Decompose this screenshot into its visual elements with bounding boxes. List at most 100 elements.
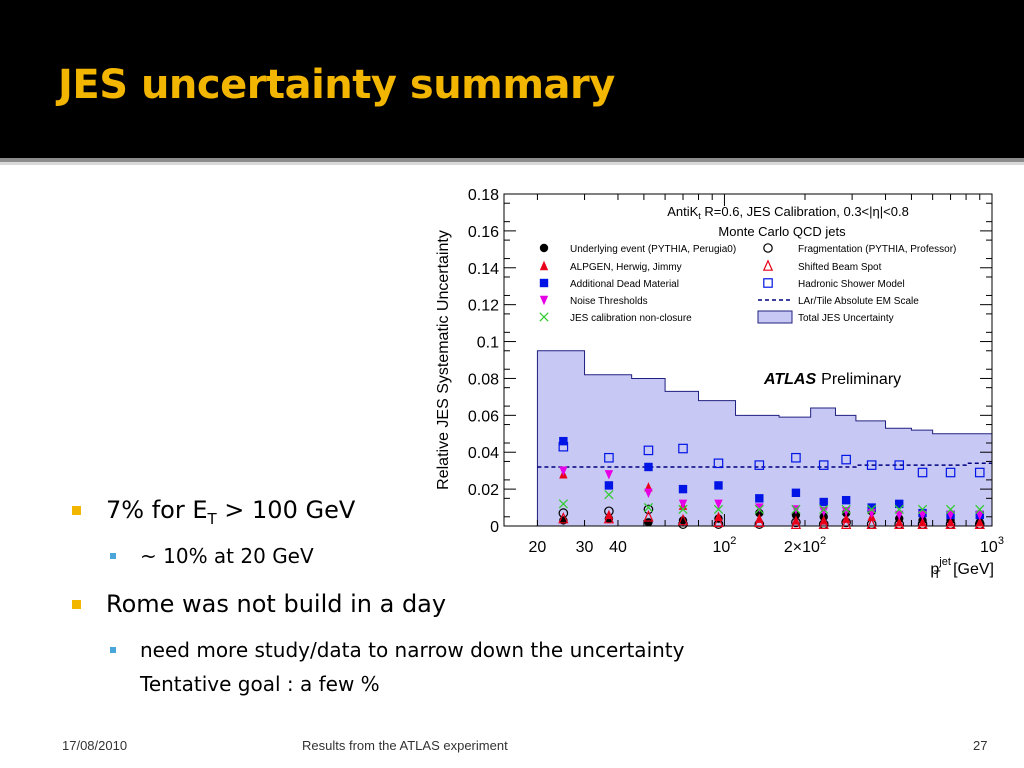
y-tick-label: 0.08 [468, 371, 499, 388]
y-tick-label: 0.04 [468, 445, 499, 462]
sub-bullet-square-icon [110, 553, 116, 559]
data-point [841, 507, 851, 517]
footer-page-number: 27 [973, 738, 988, 753]
data-point [945, 517, 956, 529]
footer-date: 17/08/2010 [62, 738, 128, 753]
data-point [974, 467, 985, 478]
x-tick-label: 30 [576, 539, 594, 556]
y-tick-label: 0.16 [468, 224, 499, 241]
data-point [975, 510, 984, 521]
data-point [558, 511, 569, 524]
data-point [559, 436, 568, 446]
chart-title-line-2: Monte Carlo QCD jets [718, 224, 846, 239]
em-scale-dashed-line [537, 462, 992, 468]
data-point [974, 517, 985, 529]
data-point [841, 504, 851, 515]
data-point [867, 503, 876, 512]
jes-uncertainty-chart: 0 0.02 0.04 0.06 0.08 0.1 0.12 0.14 0.16 0.18 20 30… [435, 187, 1004, 580]
bullet-2-1: need more study/data to narrow down the … [110, 638, 684, 662]
chart-title-part: R=0.6, JES Calibration, 0.3<|η|<0.8 [701, 204, 909, 219]
data-point [604, 481, 614, 490]
data-point [819, 504, 829, 515]
data-point [644, 488, 653, 498]
y-tick-label: 0.12 [468, 298, 499, 315]
data-point [894, 460, 905, 470]
data-point [946, 510, 955, 521]
series-3 [558, 510, 985, 529]
title-divider-light [0, 162, 1024, 165]
bullet-1: 7% for ET > 100 GeV [72, 496, 355, 528]
legend-label: Hadronic Shower Model [798, 279, 905, 290]
data-point [841, 495, 851, 505]
x-tick-label: 20 [529, 539, 547, 556]
data-point [754, 460, 765, 470]
data-point [791, 452, 801, 463]
x-tick-label: 40 [609, 539, 627, 556]
data-point [841, 517, 852, 529]
data-point [558, 441, 569, 452]
data-point [866, 460, 877, 470]
bullet-1-1-text: ~ 10% at 20 GeV [140, 544, 314, 568]
x-tick-label-exponent: 3 [998, 535, 1004, 547]
bullet-2-1-cont: Tentative goal : a few % [110, 672, 380, 696]
x-axis-label-part: jet [938, 556, 951, 568]
y-axis-label: Relative JES Systematic Uncertainty [435, 230, 452, 490]
chart-title-part: t [698, 211, 701, 221]
chart-title-line-1: AntiKt R=0.6, JES Calibration, 0.3<|η|<0… [667, 204, 909, 221]
data-point [713, 458, 724, 469]
data-point [559, 466, 568, 476]
y-tick-label: 0 [490, 519, 499, 536]
atlas-label-bold: ATLAS [763, 371, 816, 388]
plot-frame [503, 193, 993, 527]
data-point [945, 467, 956, 478]
bullet-2: Rome was not build in a day [72, 590, 446, 618]
data-point [603, 511, 615, 524]
data-point [754, 515, 765, 528]
legend-label: Shifted Beam Spot [798, 262, 882, 273]
legend-marker [539, 278, 549, 288]
title-bar [0, 0, 1024, 158]
data-point [945, 504, 956, 515]
y-tick-label: 0.18 [468, 187, 499, 204]
data-point [713, 515, 724, 528]
legend-marker [539, 295, 549, 306]
data-point [975, 504, 985, 515]
sub-bullet-square-icon [110, 647, 116, 653]
data-point [819, 507, 828, 517]
y-tick-label: 0.1 [477, 335, 499, 352]
bullet-2-1-line-1: need more study/data to narrow down the … [140, 638, 685, 662]
data-point [894, 517, 905, 529]
data-point [917, 504, 928, 515]
x-axis-label: pjet T [GeV] [930, 556, 994, 580]
bullet-2-1-line-2: Tentative goal : a few % [140, 672, 380, 696]
legend-marker [539, 312, 549, 322]
data-point [895, 499, 904, 509]
legend-marker [762, 259, 774, 271]
legend-marker [539, 243, 549, 253]
data-point [678, 504, 688, 515]
legend-label: LAr/Tile Absolute EM Scale [798, 296, 919, 307]
series-5 [558, 441, 985, 478]
x-axis-label-part: [GeV] [949, 561, 994, 578]
bullet-2-text: Rome was not build in a day [106, 590, 447, 618]
x-tick-label-exponent: 2 [820, 535, 826, 547]
x-axis-label-part: p [930, 561, 939, 578]
slide-title: JES uncertainty summary [58, 62, 615, 108]
legend-label: Fragmentation (PYTHIA, Professor) [798, 244, 956, 255]
data-point [819, 497, 828, 507]
bullet-square-icon [72, 506, 81, 515]
data-point [643, 502, 654, 513]
chart-title-part: AntiK [667, 204, 698, 219]
legend-label: ALPGEN, Herwig, Jimmy [570, 262, 682, 273]
legend-label: Underlying event (PYTHIA, Perugia0) [570, 244, 736, 255]
data-point [604, 470, 614, 480]
data-point [917, 467, 928, 478]
legend-label: Additional Dead Material [570, 279, 679, 290]
data-point [558, 508, 569, 518]
data-point [604, 489, 614, 500]
data-point [917, 517, 928, 529]
data-point [644, 518, 653, 527]
legend-label: Total JES Uncertainty [798, 313, 894, 324]
data-point [841, 454, 851, 465]
data-point [818, 517, 829, 529]
